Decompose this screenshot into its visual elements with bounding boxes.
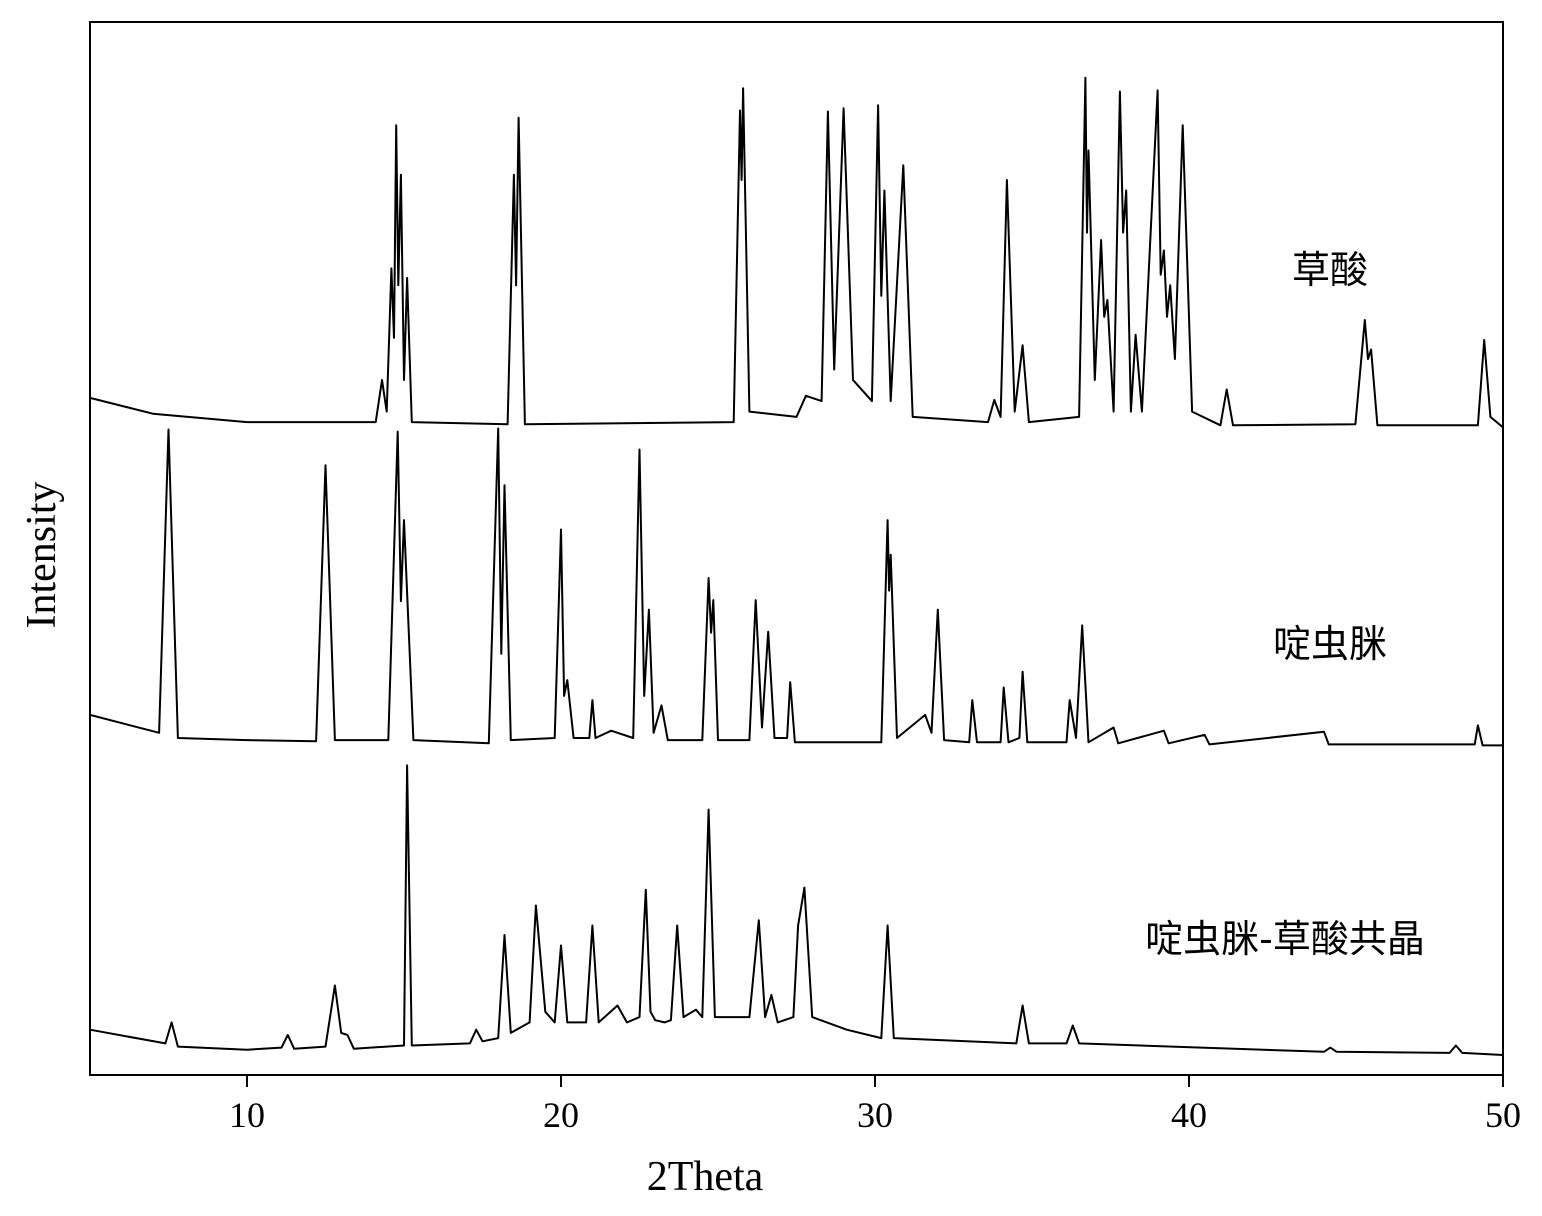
xrd-pattern: [90, 429, 1503, 746]
pattern-label: 草酸: [1292, 248, 1368, 292]
x-tick-label: 20: [543, 1095, 579, 1135]
x-tick-label: 40: [1171, 1095, 1207, 1135]
pattern-label: 啶虫脒: [1273, 622, 1387, 666]
x-tick-label: 50: [1485, 1095, 1521, 1135]
chart: 2Theta Intensity 10 20 30 40 50 草酸啶虫脒啶虫脒-草酸共晶: [0, 0, 1542, 1216]
pattern-label: 啶虫脒-草酸共晶: [1145, 917, 1425, 961]
x-axis-label: 2Theta: [647, 1154, 764, 1200]
x-tick-label: 10: [229, 1095, 265, 1135]
y-axis-label: Intensity: [19, 482, 65, 629]
x-tick-label: 30: [857, 1095, 893, 1135]
xrd-pattern: [90, 765, 1503, 1055]
